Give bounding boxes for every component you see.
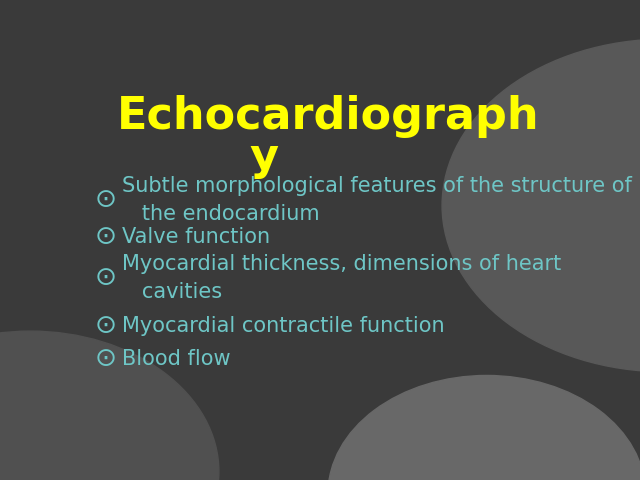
Text: Subtle morphological features of the structure of
   the endocardium: Subtle morphological features of the str… [122, 176, 632, 224]
Circle shape [0, 331, 219, 480]
Text: ⊙: ⊙ [95, 224, 117, 250]
Text: Myocardial contractile function: Myocardial contractile function [122, 315, 445, 336]
Text: Blood flow: Blood flow [122, 349, 231, 369]
Text: Valve function: Valve function [122, 227, 270, 247]
Text: Myocardial thickness, dimensions of heart
   cavities: Myocardial thickness, dimensions of hear… [122, 253, 561, 301]
Circle shape [442, 39, 640, 372]
Text: ⊙: ⊙ [95, 312, 117, 338]
Text: ⊙: ⊙ [95, 187, 117, 213]
Text: Echocardiograph: Echocardiograph [116, 95, 540, 138]
Text: ⊙: ⊙ [95, 264, 117, 290]
Circle shape [328, 375, 640, 480]
Text: y: y [249, 136, 278, 179]
Text: ⊙: ⊙ [95, 346, 117, 372]
